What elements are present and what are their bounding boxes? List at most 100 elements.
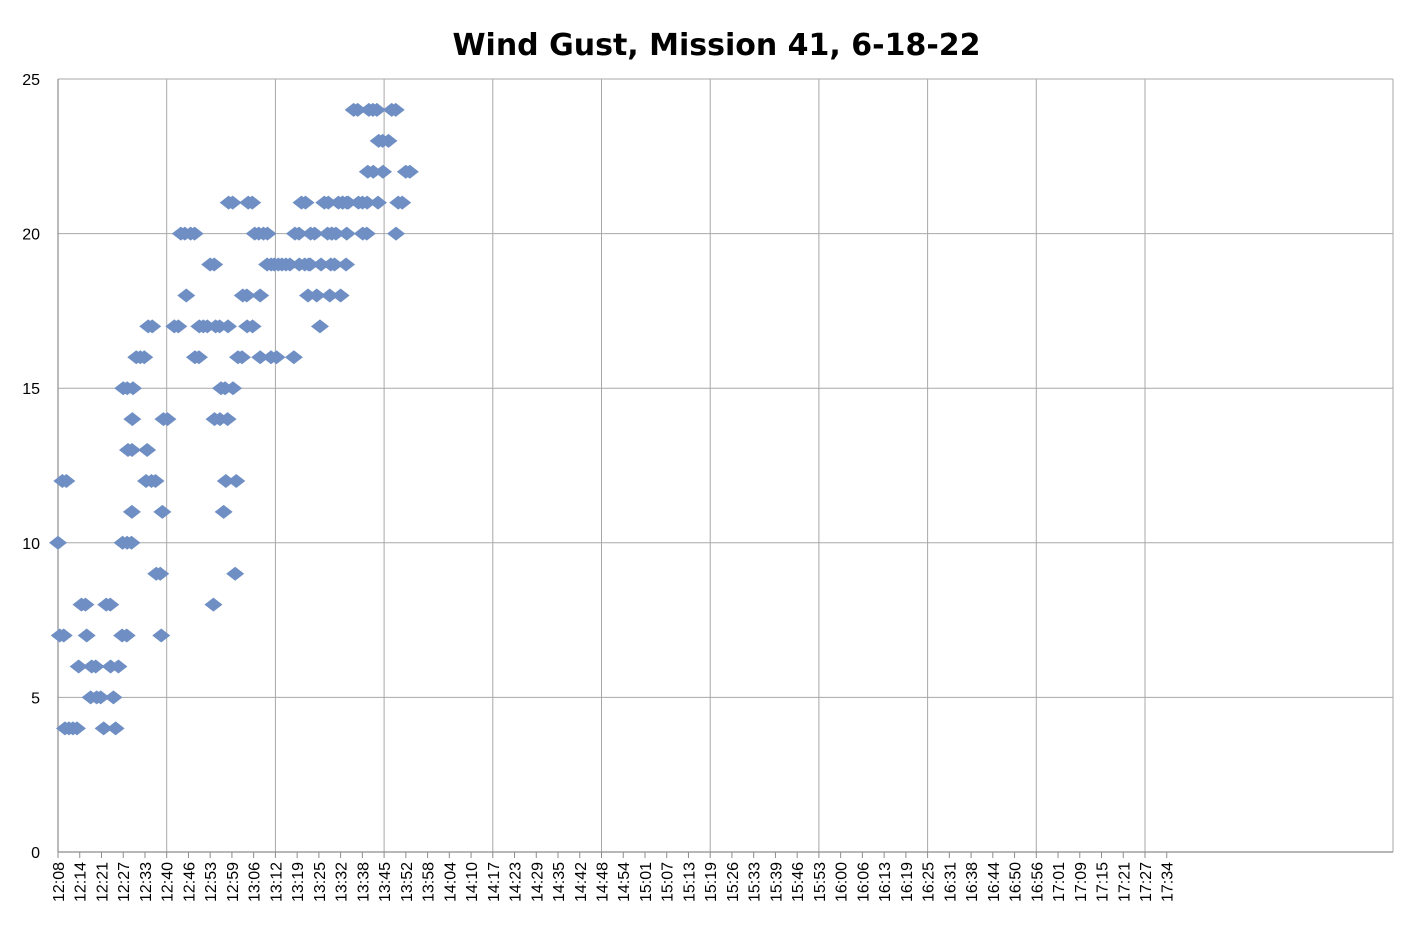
data-point bbox=[94, 721, 113, 736]
data-point bbox=[280, 257, 299, 272]
x-tick-label: 12:27 bbox=[116, 862, 133, 902]
data-point-run bbox=[49, 535, 67, 550]
data-point bbox=[77, 628, 96, 643]
data-point-run bbox=[272, 257, 299, 272]
data-point-run bbox=[229, 350, 252, 365]
data-point bbox=[289, 226, 308, 241]
data-point-run bbox=[127, 350, 154, 365]
data-point-run bbox=[320, 288, 339, 303]
x-tick-label: 16:25 bbox=[921, 862, 938, 902]
x-tick-label: 14:23 bbox=[508, 862, 525, 902]
data-point-run bbox=[226, 566, 245, 581]
x-tick-label: 16:13 bbox=[877, 862, 894, 902]
data-point bbox=[214, 504, 233, 519]
x-tick-label: 13:52 bbox=[399, 862, 416, 902]
data-point-run bbox=[216, 473, 235, 488]
data-point bbox=[218, 412, 237, 427]
x-tick-label: 15:53 bbox=[812, 862, 829, 902]
data-point-run bbox=[219, 195, 242, 210]
x-tick-label: 15:07 bbox=[660, 862, 677, 902]
data-point bbox=[204, 597, 223, 612]
data-point-run bbox=[251, 350, 270, 365]
data-point bbox=[101, 597, 120, 612]
data-point bbox=[124, 381, 143, 396]
data-point-run bbox=[177, 288, 196, 303]
data-point-run bbox=[364, 164, 383, 179]
data-point-run bbox=[387, 226, 406, 241]
data-point bbox=[57, 473, 76, 488]
x-tick-label: 12:46 bbox=[181, 862, 198, 902]
data-point-run bbox=[322, 226, 345, 241]
data-point bbox=[219, 319, 238, 334]
data-point bbox=[400, 164, 419, 179]
data-point bbox=[123, 443, 142, 458]
x-tick-label: 12:59 bbox=[225, 862, 242, 902]
data-point-run bbox=[339, 195, 358, 210]
data-point bbox=[312, 257, 331, 272]
data-point bbox=[138, 443, 157, 458]
data-point bbox=[258, 226, 277, 241]
data-point bbox=[67, 721, 86, 736]
data-point-run bbox=[337, 257, 356, 272]
x-tick-label: 14:04 bbox=[442, 862, 459, 902]
data-point bbox=[122, 504, 141, 519]
data-point bbox=[224, 381, 243, 396]
x-tick-label: 15:46 bbox=[790, 862, 807, 902]
data-point-run bbox=[224, 381, 243, 396]
data-point bbox=[91, 690, 110, 705]
x-tick-label: 17:34 bbox=[1160, 862, 1177, 902]
x-tick-label: 13:06 bbox=[247, 862, 264, 902]
data-point bbox=[226, 566, 245, 581]
data-point bbox=[205, 257, 224, 272]
axis-lines bbox=[57, 79, 1393, 858]
data-point-run bbox=[325, 257, 344, 272]
y-axis-ticks: 0 5 10 15 20 25 bbox=[22, 72, 40, 862]
x-tick-label: 16:56 bbox=[1029, 862, 1046, 902]
data-point-run bbox=[124, 381, 143, 396]
data-point-run bbox=[359, 102, 386, 117]
data-point bbox=[374, 164, 393, 179]
x-tick-label: 13:38 bbox=[355, 862, 372, 902]
data-point-run bbox=[117, 628, 136, 643]
data-point bbox=[331, 288, 350, 303]
x-tick-label: 16:00 bbox=[834, 862, 851, 902]
x-tick-label: 12:21 bbox=[94, 862, 111, 902]
y-tick-label: 15 bbox=[22, 381, 40, 398]
y-tick-label: 20 bbox=[22, 227, 40, 244]
data-point-run bbox=[358, 195, 377, 210]
data-point bbox=[339, 195, 358, 210]
data-point bbox=[251, 288, 270, 303]
data-point-run bbox=[233, 288, 256, 303]
x-tick-label: 15:19 bbox=[703, 862, 720, 902]
data-point-run bbox=[315, 195, 338, 210]
y-tick-label: 10 bbox=[22, 536, 40, 553]
x-tick-label: 13:32 bbox=[334, 862, 351, 902]
data-point bbox=[325, 257, 344, 272]
data-point bbox=[284, 350, 303, 365]
data-point bbox=[69, 659, 88, 674]
data-point-run bbox=[254, 226, 277, 241]
data-point bbox=[379, 133, 398, 148]
data-point-run bbox=[379, 133, 398, 148]
data-point-run bbox=[301, 257, 320, 272]
data-point bbox=[109, 659, 128, 674]
data-point bbox=[307, 288, 326, 303]
x-tick-label: 14:35 bbox=[551, 862, 568, 902]
data-point bbox=[301, 257, 320, 272]
x-tick-label: 16:31 bbox=[942, 862, 959, 902]
x-tick-label: 15:39 bbox=[768, 862, 785, 902]
data-point bbox=[337, 257, 356, 272]
data-point bbox=[169, 319, 188, 334]
data-point bbox=[296, 195, 315, 210]
data-point bbox=[310, 319, 329, 334]
data-point bbox=[216, 473, 235, 488]
data-point bbox=[319, 195, 338, 210]
data-point bbox=[76, 597, 95, 612]
x-tick-label: 15:33 bbox=[747, 862, 764, 902]
data-point-run bbox=[97, 597, 120, 612]
data-point bbox=[358, 195, 377, 210]
data-point-run bbox=[53, 473, 76, 488]
data-point-run bbox=[142, 473, 165, 488]
data-point-run bbox=[204, 597, 223, 612]
x-axis-ticks: 12:08 12:14 12:21 12:27 12:33 12:40 12:46 12:53… bbox=[51, 862, 1177, 902]
